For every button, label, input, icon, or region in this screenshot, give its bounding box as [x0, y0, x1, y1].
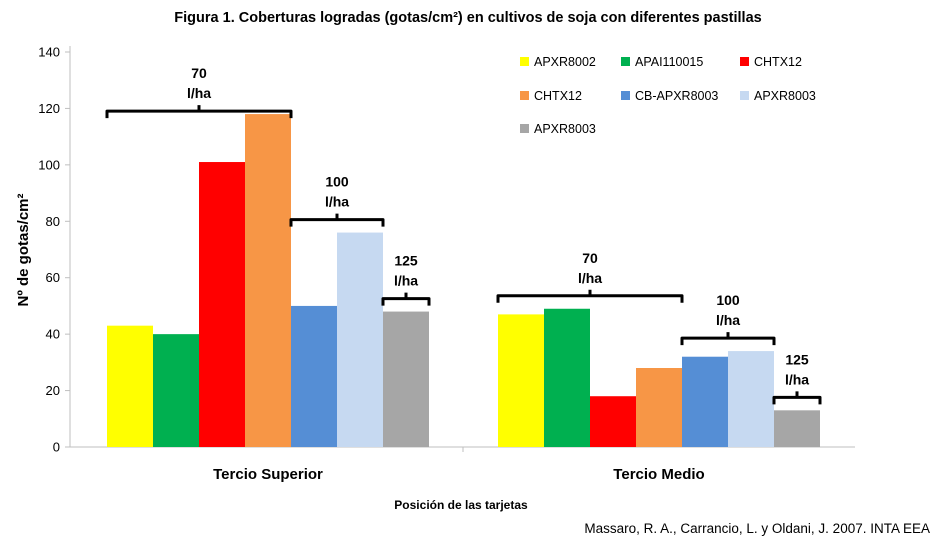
rate-value-label: 100 — [716, 292, 740, 308]
bar-3-tercio-superior — [199, 162, 245, 448]
legend-swatch — [740, 91, 749, 100]
rate-unit-label: l/ha — [716, 312, 740, 328]
bracket-line — [289, 213, 385, 227]
rate-bracket: 100 l/ha — [289, 174, 385, 227]
bracket-line — [381, 292, 431, 306]
bar-1-tercio-medio — [498, 314, 544, 447]
bracket-line — [496, 289, 684, 303]
x-axis-label: Posición de las tarjetas — [394, 498, 528, 512]
rate-bracket: 125 l/ha — [772, 351, 822, 405]
bar-4-tercio-medio — [636, 368, 682, 447]
rate-value-label: 70 — [582, 250, 598, 266]
legend-swatch — [520, 124, 529, 133]
y-tick-label: 80 — [46, 214, 60, 229]
rate-unit-label: l/ha — [394, 273, 418, 289]
legend-swatch — [520, 57, 529, 66]
source-citation: Massaro, R. A., Carrancio, L. y Oldani, … — [584, 521, 930, 536]
bar-7-tercio-superior — [383, 311, 429, 447]
bar-6-tercio-medio — [728, 351, 774, 447]
y-tick-label: 20 — [46, 383, 60, 398]
y-tick-label: 60 — [46, 270, 60, 285]
bar-1-tercio-superior — [107, 325, 153, 447]
bar-7-tercio-medio — [774, 410, 820, 447]
annotations: 70 l/ha 100 l/ha 125 l/ha 70 l/ha 100 l/ha 125 l/ha — [105, 65, 822, 405]
legend-label: APXR8003 — [534, 122, 596, 136]
bars — [107, 114, 820, 448]
bracket-line — [772, 391, 822, 405]
legend-label: APXR8003 — [754, 89, 816, 103]
bar-5-tercio-superior — [291, 305, 337, 447]
legend-label: CB-APXR8003 — [635, 89, 718, 103]
bar-3-tercio-medio — [590, 396, 636, 447]
legend-label: APXR8002 — [534, 55, 596, 69]
bar-2-tercio-superior — [153, 334, 199, 447]
legend-item: CHTX12 — [740, 55, 802, 69]
legend-item: APAI110015 — [621, 55, 703, 69]
rate-unit-label: l/ha — [325, 194, 349, 210]
legend-swatch — [520, 91, 529, 100]
legend-swatch — [621, 57, 630, 66]
rate-unit-label: l/ha — [578, 270, 602, 286]
y-tick-label: 40 — [46, 327, 60, 342]
bar-6-tercio-superior — [337, 232, 383, 447]
x-category-label: Tercio Superior — [213, 466, 323, 483]
rate-unit-label: l/ha — [785, 371, 809, 387]
legend: APXR8002 APAI110015 CHTX12 CHTX12 CB-APXR800… — [520, 55, 816, 136]
bracket-line — [680, 332, 776, 346]
legend-item: APXR8003 — [740, 89, 816, 103]
x-category-label: Tercio Medio — [613, 466, 704, 483]
bar-5-tercio-medio — [682, 356, 728, 447]
y-tick-label: 140 — [38, 45, 60, 60]
rate-unit-label: l/ha — [187, 85, 211, 101]
legend-label: CHTX12 — [754, 55, 802, 69]
legend-swatch — [740, 57, 749, 66]
y-tick-label: 100 — [38, 157, 60, 172]
chart-title: Figura 1. Coberturas logradas (gotas/cm²… — [174, 10, 761, 26]
rate-value-label: 100 — [325, 174, 349, 190]
axes: 0 20 40 60 80 100 120 140 Tercio Superior Tercio … — [38, 45, 855, 483]
legend-item: APXR8002 — [520, 55, 596, 69]
y-tick-label: 0 — [53, 440, 60, 455]
rate-value-label: 125 — [394, 253, 418, 269]
legend-item: CHTX12 — [520, 89, 582, 103]
legend-label: APAI110015 — [635, 55, 703, 69]
bar-2-tercio-medio — [544, 308, 590, 447]
y-axis-label: Nº de gotas/cm² — [15, 193, 32, 306]
rate-bracket: 70 l/ha — [105, 65, 293, 119]
rate-value-label: 125 — [785, 351, 809, 367]
y-tick-label: 120 — [38, 101, 60, 116]
legend-item: APXR8003 — [520, 122, 596, 136]
legend-label: CHTX12 — [534, 89, 582, 103]
legend-swatch — [621, 91, 630, 100]
legend-item: CB-APXR8003 — [621, 89, 718, 103]
bracket-line — [105, 105, 293, 119]
bar-4-tercio-superior — [245, 114, 291, 448]
rate-value-label: 70 — [191, 65, 207, 81]
rate-bracket: 100 l/ha — [680, 292, 776, 346]
rate-bracket: 125 l/ha — [381, 253, 431, 306]
rate-bracket: 70 l/ha — [496, 250, 684, 303]
